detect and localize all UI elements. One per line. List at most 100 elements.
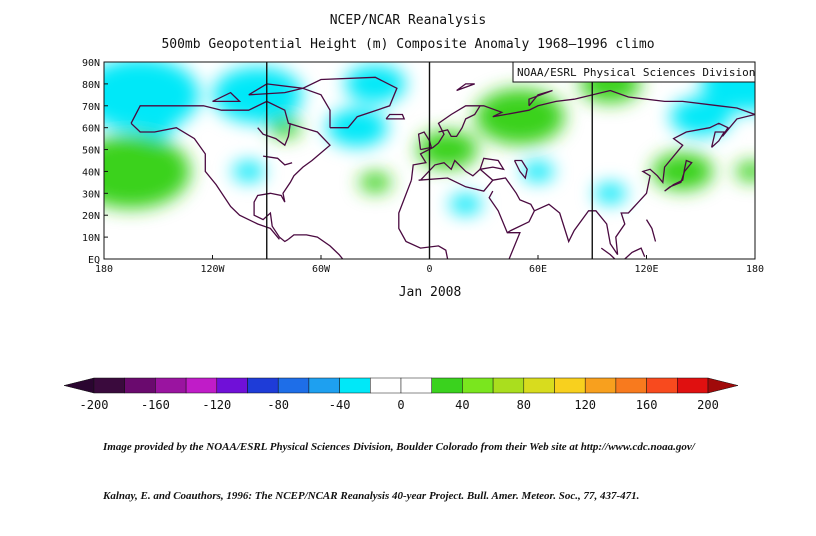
anomaly-blob xyxy=(104,62,200,132)
page-title: NCEP/NCAR Reanalysis xyxy=(329,13,487,28)
lat-tick-label: 30N xyxy=(82,189,100,200)
anomaly-blob xyxy=(594,183,627,204)
lat-tick-label: 10N xyxy=(82,233,100,244)
coastline-segment xyxy=(418,159,494,192)
colorbar-segment xyxy=(370,377,402,394)
lat-tick-label: 70N xyxy=(82,102,100,113)
coastline-segment xyxy=(438,105,481,138)
anomaly-field xyxy=(104,62,755,259)
colorbar-labels: -200 -160 -120 -80 -40 0 40 80 120 160 200 xyxy=(80,398,719,412)
coastline-segment xyxy=(248,83,304,96)
colorbar-tick-label: 120 xyxy=(574,398,596,412)
colorbar-segment xyxy=(216,377,248,394)
colorbar-tick-label: 0 xyxy=(397,398,404,412)
colorbar-segment xyxy=(155,377,187,394)
coastline-segment xyxy=(710,131,726,148)
anomaly-blob xyxy=(449,194,482,215)
lat-tick-label: 40N xyxy=(82,167,100,178)
lon-tick-label: 120E xyxy=(634,264,658,275)
colorbar-arrow-low xyxy=(63,377,95,394)
lat-tick-label: EQ xyxy=(88,255,100,266)
colorbar-segment xyxy=(400,377,432,394)
reference-meridians xyxy=(266,62,593,259)
anomaly-blob xyxy=(735,161,755,182)
longitude-axis: 180 120W 60W 0 60E 120E 180 xyxy=(95,255,764,275)
anomaly-blob xyxy=(142,117,175,138)
image-credit: Image provided by the NOAA/ESRL Physical… xyxy=(103,441,695,453)
coastline-segment xyxy=(645,219,657,242)
lat-tick-label: 20N xyxy=(82,211,100,222)
coastline-segment xyxy=(410,89,755,181)
colorbar-segment xyxy=(677,377,709,394)
anomaly-blob xyxy=(359,172,392,193)
period-label: Jan 2008 xyxy=(399,285,462,300)
anomaly-blob xyxy=(104,134,191,209)
coastline-segment xyxy=(600,247,616,259)
coastline-segment xyxy=(624,247,646,259)
coastline-segment xyxy=(257,123,291,147)
anomaly-blob xyxy=(326,108,388,147)
colorbar-segment xyxy=(646,377,678,394)
lon-tick-label: 60E xyxy=(529,264,547,275)
lat-tick-label: 50N xyxy=(82,146,100,157)
coastline-segment xyxy=(130,122,280,240)
colorbar-segment xyxy=(615,377,647,394)
colorbar-arrow-high xyxy=(707,377,739,394)
lat-tick-label: 60N xyxy=(82,124,100,135)
anomaly-blob xyxy=(652,152,714,191)
colorbar-segment xyxy=(93,377,125,394)
colorbar-segment xyxy=(431,377,463,394)
coastline-segment xyxy=(385,113,406,120)
anomaly-blob xyxy=(344,64,406,103)
colorbar-tick-label: -40 xyxy=(329,398,351,412)
colorbar-segment xyxy=(462,377,494,394)
colorbar-segment xyxy=(523,377,555,394)
coastline-segment xyxy=(534,113,755,255)
coastline-segment xyxy=(528,89,553,107)
coastline-segment xyxy=(492,177,536,234)
anomaly-blob xyxy=(417,130,478,169)
latitude-axis: 90N 80N 70N 60N 50N 40N 30N 20N 10N EQ xyxy=(82,58,108,266)
coastline-segment xyxy=(664,159,693,192)
coastline-segment xyxy=(212,91,242,103)
colorbar-segment xyxy=(185,377,218,394)
colorbar-tick-label: 160 xyxy=(636,398,658,412)
colorbar-segment xyxy=(339,377,371,394)
coastline-segment xyxy=(456,83,475,92)
coastline-segment xyxy=(513,159,528,180)
citation: Kalnay, E. and Coauthors, 1996: The NCEP… xyxy=(103,490,640,502)
colorbar xyxy=(63,377,739,394)
colorbar-tick-label: -160 xyxy=(141,398,170,412)
colorbar-tick-label: 40 xyxy=(455,398,469,412)
page-subtitle: 500mb Geopotential Height (m) Composite … xyxy=(161,37,655,52)
colorbar-segment xyxy=(584,377,617,394)
colorbar-tick-label: -200 xyxy=(80,398,109,412)
anomaly-blob xyxy=(268,117,301,138)
coastline-segment xyxy=(287,234,344,259)
anomaly-blob xyxy=(670,97,732,136)
coastline-segment xyxy=(488,190,521,259)
provider-label: NOAA/ESRL Physical Sciences Division xyxy=(517,66,755,79)
colorbar-tick-label: 80 xyxy=(517,398,531,412)
colorbar-tick-label: -80 xyxy=(267,398,289,412)
lon-tick-label: 180 xyxy=(746,264,764,275)
coastlines xyxy=(130,76,755,259)
anomaly-blob xyxy=(232,161,265,182)
colorbar-segment xyxy=(308,377,340,394)
lon-tick-label: 120W xyxy=(200,264,225,275)
lat-tick-label: 90N xyxy=(82,58,100,69)
provider-label-box: NOAA/ESRL Physical Sciences Division xyxy=(512,61,756,83)
coastline-segment xyxy=(398,179,449,259)
lat-tick-label: 80N xyxy=(82,80,100,91)
anomaly-blob xyxy=(475,88,565,145)
coastline-segment xyxy=(479,157,505,171)
colorbar-segment xyxy=(277,377,310,394)
coastline-segment xyxy=(130,100,331,243)
colorbar-segment xyxy=(492,377,525,394)
lon-tick-label: 60W xyxy=(312,264,331,275)
colorbar-segment xyxy=(124,377,156,394)
coastline-segment xyxy=(301,76,398,129)
colorbar-tick-label: -120 xyxy=(202,398,231,412)
coastline-segment xyxy=(263,155,293,166)
